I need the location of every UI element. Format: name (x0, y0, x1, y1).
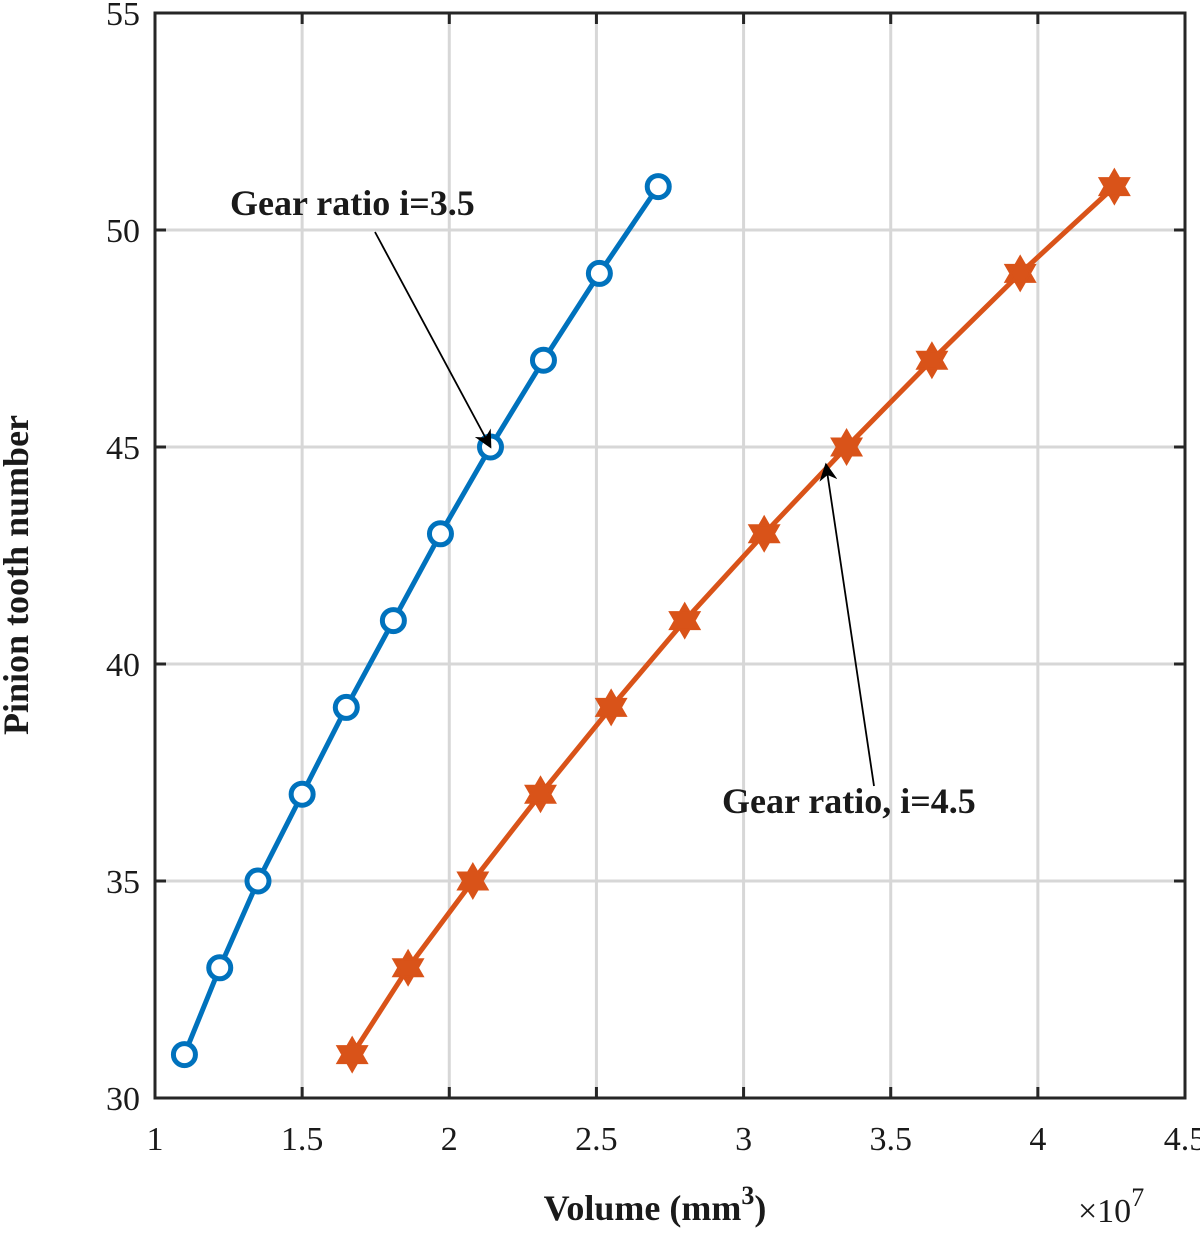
x-axis-title: Volume (mm3) (544, 1181, 767, 1228)
ticks: 1 1.5 2 2.5 3 3.5 4 4.5 30 35 40 45 50 55 (106, 0, 1200, 1158)
plot-background (155, 13, 1185, 1098)
x-axis-exponent-power: 7 (1131, 1183, 1144, 1212)
data-point (1097, 167, 1131, 206)
y-tick-label: 50 (106, 213, 140, 250)
data-point (524, 775, 557, 814)
x-tick-label: 1 (147, 1121, 164, 1158)
data-point (594, 688, 628, 727)
x-axis-title-superscript: 3 (741, 1181, 754, 1210)
y-axis-title: Pinion tooth number (0, 415, 36, 735)
annotation-label: Gear ratio i=3.5 (230, 183, 475, 223)
data-point (668, 601, 702, 640)
x-tick-label: 4 (1029, 1121, 1046, 1158)
y-tick-label: 35 (106, 864, 140, 901)
data-point (915, 341, 949, 380)
x-tick-label: 3.5 (869, 1121, 912, 1158)
data-point (747, 514, 781, 553)
data-point (585, 259, 613, 287)
data-point (288, 780, 316, 808)
x-tick-label: 2.5 (575, 1121, 618, 1158)
data-point (379, 607, 407, 635)
annotation-label: Gear ratio, i=4.5 (722, 781, 976, 821)
y-tick-label: 55 (106, 0, 140, 33)
data-point (1003, 254, 1037, 293)
x-tick-label: 1.5 (281, 1121, 324, 1158)
annotation-arrow (819, 462, 875, 787)
x-tick-label: 4.5 (1164, 1121, 1200, 1158)
data-point (244, 867, 272, 895)
data-point (206, 954, 234, 982)
plot-frame (153, 11, 1187, 1100)
x-axis-title-main: Volume (mm (544, 1188, 742, 1228)
y-tick-label: 45 (106, 430, 140, 467)
x-tick-label: 2 (441, 1121, 458, 1158)
y-tick-label: 30 (106, 1081, 140, 1118)
x-axis-exponent: ×107 (1078, 1183, 1144, 1230)
x-axis-exponent-base: ×10 (1078, 1193, 1131, 1230)
annotations: Gear ratio i=3.5 Gear ratio, i=4.5 (230, 183, 976, 821)
annotation-arrow (374, 231, 492, 449)
data-point (830, 427, 864, 467)
data-point (426, 520, 454, 548)
data-point (391, 948, 425, 987)
data-point (170, 1041, 198, 1069)
data-point (335, 1035, 369, 1074)
data-point (332, 693, 360, 721)
x-tick-label: 3 (735, 1121, 752, 1158)
data-point (644, 173, 672, 201)
data-point (529, 346, 557, 374)
x-axis-title-close: ) (754, 1188, 766, 1228)
y-tick-label: 40 (106, 647, 140, 684)
series-2 (335, 167, 1131, 1074)
data-point (456, 861, 490, 901)
